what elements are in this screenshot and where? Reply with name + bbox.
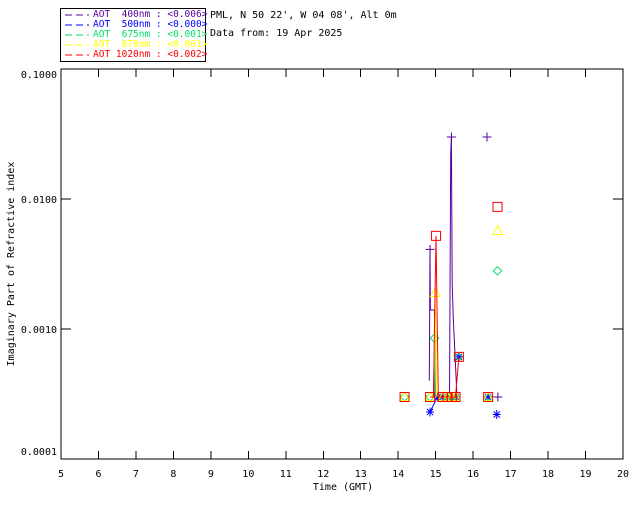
x-tick-label: 11 xyxy=(280,469,292,480)
x-tick-label: 20 xyxy=(617,469,629,480)
series-aot-1020nm xyxy=(399,201,503,402)
data-point-marker-asterisk xyxy=(484,392,493,402)
data-point-marker-asterisk xyxy=(433,392,442,402)
data-point-marker-square xyxy=(492,201,503,212)
data-point-marker-plus xyxy=(446,132,456,142)
axes xyxy=(60,68,624,460)
data-point-marker-asterisk xyxy=(426,407,435,417)
legend-item: AOT 500nm : <0.000> xyxy=(65,20,207,30)
y-tick-label: 0.0001 xyxy=(21,447,57,458)
y-tick-label: 0.1000 xyxy=(21,70,57,81)
date-header: Data from: 19 Apr 2025 xyxy=(210,28,343,39)
legend-item-label: AOT 870nm : <0.001> xyxy=(93,39,208,50)
data-point-marker-plus xyxy=(425,244,435,254)
data-point-marker-plus xyxy=(482,132,492,142)
legend-dash-swatch xyxy=(65,24,89,26)
x-axis-title: Time (GMT) xyxy=(313,482,373,493)
x-tick-label: 10 xyxy=(242,469,254,480)
legend-box: AOT 400nm : <0.006> AOT 500nm : <0.000> AO… xyxy=(60,8,207,62)
x-tick-label: 14 xyxy=(392,469,404,480)
legend-dash-swatch xyxy=(65,14,89,16)
series-aot-500nm xyxy=(426,352,501,419)
x-tick-label: 6 xyxy=(95,469,101,480)
legend-item-label: AOT 500nm : <0.000> xyxy=(93,19,208,30)
legend-dash-swatch xyxy=(65,54,89,56)
series-line xyxy=(429,396,438,413)
data-point-marker-asterisk xyxy=(492,409,501,419)
x-tick-label: 12 xyxy=(317,469,329,480)
data-point-marker-plus xyxy=(493,392,503,402)
series-aot-870nm xyxy=(398,224,504,402)
x-tick-label: 15 xyxy=(430,469,442,480)
series-aot-400nm xyxy=(425,132,503,402)
data-point-marker-square xyxy=(399,391,410,402)
x-tick-label: 8 xyxy=(170,469,176,480)
y-axis-title: Imaginary Part of Refractive index xyxy=(6,162,17,367)
series-line xyxy=(449,136,458,398)
data-point-marker-square xyxy=(431,230,442,241)
series-aot-675nm xyxy=(399,265,503,402)
x-tick-label: 5 xyxy=(58,469,64,480)
legend-item-label: AOT 675nm : <0.001> xyxy=(93,29,208,40)
x-tick-label: 13 xyxy=(355,469,367,480)
x-tick-label: 18 xyxy=(542,469,554,480)
x-tick-label: 16 xyxy=(467,469,479,480)
legend-item-label: AOT 400nm : <0.006> xyxy=(93,9,208,20)
data-point-marker-triangle xyxy=(492,224,504,236)
x-tick-label: 19 xyxy=(580,469,592,480)
data-point-marker-triangle xyxy=(398,390,411,402)
legend-dash-swatch xyxy=(65,34,89,36)
legend-dash-swatch xyxy=(65,44,89,46)
data-point-marker-square xyxy=(450,391,461,402)
y-tick-label: 0.0010 xyxy=(21,325,57,336)
plot-border xyxy=(60,68,624,460)
x-tick-label: 17 xyxy=(505,469,517,480)
tick-labels: 5 6 7 8 9 10 11 12 13 14 15 16 17 18 19 20 0.1000 0.0100 0… xyxy=(21,70,629,480)
data-point-marker-triangle xyxy=(482,390,494,402)
data-point-marker-square xyxy=(483,391,494,402)
data-point-marker-square xyxy=(425,391,436,402)
data-point-marker-triangle xyxy=(424,390,436,402)
legend-item-label: AOT 1020nm : <0.002> xyxy=(93,49,208,60)
legend-item: AOT 870nm : <0.001> xyxy=(65,40,207,50)
station-header: PML, N 50 22', W 04 08', Alt 0m xyxy=(210,10,397,21)
data-point-marker-diamond xyxy=(492,265,503,276)
x-tick-label: 7 xyxy=(133,469,139,480)
data-series xyxy=(398,132,504,419)
legend-item: AOT 1020nm : <0.002> xyxy=(65,50,207,60)
legend-item: AOT 400nm : <0.006> xyxy=(65,10,207,20)
y-tick-label: 0.0100 xyxy=(21,195,57,206)
x-tick-label: 9 xyxy=(208,469,214,480)
series-line xyxy=(430,235,460,398)
legend-item: AOT 675nm : <0.001> xyxy=(65,30,207,40)
data-point-marker-triangle xyxy=(449,390,462,402)
data-point-marker-square xyxy=(453,351,464,362)
